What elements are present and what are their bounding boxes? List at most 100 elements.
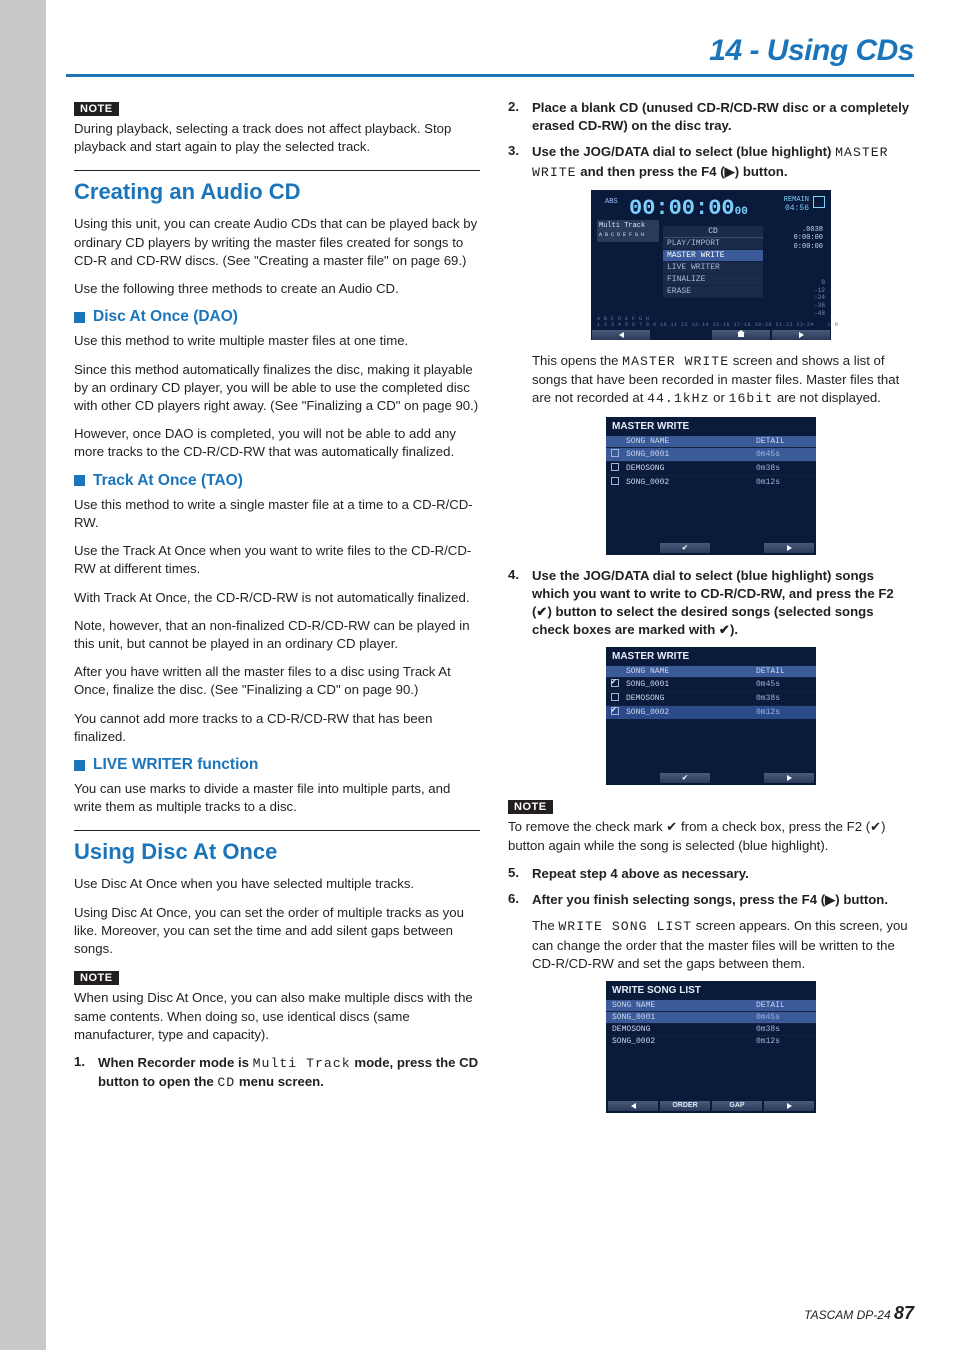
list-row: DEMOSONG 0m38s xyxy=(606,691,816,705)
step-3: 3. Use the JOG/DATA dial to select (blue… xyxy=(508,143,914,181)
header: 14 - Using CDs xyxy=(46,0,954,74)
triangle-left-icon xyxy=(619,332,624,338)
row-detail: 0m38s xyxy=(756,694,816,703)
h2-creating-audio-cd: Creating an Audio CD xyxy=(74,179,480,205)
checkbox-icon xyxy=(611,449,619,457)
step-text: When Recorder mode is Multi Track mode, … xyxy=(98,1054,480,1092)
body-paragraph: Using this unit, you can create Audio CD… xyxy=(74,215,480,270)
chapter-title: 14 - Using CDs xyxy=(709,34,914,68)
list-row-selected: SONG_0001 0m45s xyxy=(606,1011,816,1023)
step-number: 4. xyxy=(508,567,524,640)
sidebar-stripe xyxy=(0,0,46,1350)
step-number: 6. xyxy=(508,891,524,909)
row-detail: 0m45s xyxy=(756,450,816,459)
note-text: To remove the check mark ✔ from a check … xyxy=(508,818,914,854)
lcd-menu-item: FINALIZE xyxy=(663,274,763,286)
body-paragraph: However, once DAO is completed, you will… xyxy=(74,425,480,461)
checkbox-checked-icon xyxy=(611,679,619,687)
step-number: 3. xyxy=(508,143,524,181)
f2-check-button: ✔ xyxy=(660,543,710,553)
list-button-bar: ORDER GAP xyxy=(606,1101,816,1113)
body-paragraph: Use the following three methods to creat… xyxy=(74,280,480,298)
col-song-name: SONG NAME xyxy=(606,1001,756,1010)
row-name: SONG_0002 xyxy=(624,478,756,487)
row-name: DEMOSONG xyxy=(606,1025,756,1034)
lcd-f1-button xyxy=(592,330,650,340)
master-write-screenshot-1: MASTER WRITE SONG NAME DETAIL SONG_0001 … xyxy=(606,417,816,555)
body-paragraph: Note, however, that an non-finalized CD-… xyxy=(74,617,480,653)
lcd-menu-item: ERASE xyxy=(663,286,763,298)
body-paragraph: Since this method automatically finalize… xyxy=(74,361,480,416)
step-4: 4. Use the JOG/DATA dial to select (blue… xyxy=(508,567,914,640)
triangle-right-icon xyxy=(787,545,792,551)
lcd-menu-item-selected: MASTER WRITE xyxy=(663,250,763,262)
section-divider xyxy=(74,830,480,831)
note-label: NOTE xyxy=(74,102,119,116)
list-title: MASTER WRITE xyxy=(606,647,816,666)
row-name: DEMOSONG xyxy=(624,464,756,473)
lcd-menu-item: LIVE WRITER xyxy=(663,262,763,274)
f1-back-button xyxy=(608,1101,658,1111)
col-detail: DETAIL xyxy=(756,1001,816,1010)
triangle-left-icon xyxy=(631,1103,636,1109)
list-row: SONG_0002 0m12s xyxy=(606,475,816,489)
row-name: SONG_0002 xyxy=(624,708,756,717)
section-divider xyxy=(74,170,480,171)
col-song-name: SONG NAME xyxy=(624,437,756,446)
lcd-f3-button xyxy=(712,330,770,340)
lcd-f2-button xyxy=(652,330,710,340)
list-row: DEMOSONG 0m38s xyxy=(606,461,816,475)
lcd-f4-button xyxy=(772,330,830,340)
row-name: SONG_0001 xyxy=(606,1013,756,1022)
step-1: 1. When Recorder mode is Multi Track mod… xyxy=(74,1054,480,1092)
f4-next-button xyxy=(764,543,814,553)
lcd-remain-value: 04:56 xyxy=(785,204,809,213)
step-text: Use the JOG/DATA dial to select (blue hi… xyxy=(532,567,914,640)
body-paragraph: You can use marks to divide a master fil… xyxy=(74,780,480,816)
step-continuation: This opens the MASTER WRITE screen and s… xyxy=(532,352,914,409)
footer-brand: TASCAM DP-24 xyxy=(804,1308,890,1322)
row-detail: 0m12s xyxy=(756,478,816,487)
list-header: SONG NAME DETAIL xyxy=(606,436,816,447)
step-number: 1. xyxy=(74,1054,90,1092)
lcd-mode-box: Multi Track A B C D E F G H xyxy=(597,220,659,242)
list-row: DEMOSONG 0m38s xyxy=(606,1023,816,1035)
col-detail: DETAIL xyxy=(756,667,816,676)
row-detail: 0m12s xyxy=(756,708,816,717)
row-detail: 0m38s xyxy=(756,1025,816,1034)
body-paragraph: Use the Track At Once when you want to w… xyxy=(74,542,480,578)
write-song-list-screenshot: WRITE SONG LIST SONG NAME DETAIL SONG_00… xyxy=(606,981,816,1113)
checkbox-checked-icon xyxy=(611,707,619,715)
lcd-disc-icon xyxy=(813,196,825,208)
lcd-meter-scale: 0 -12 -24 -36 -48 xyxy=(814,279,825,318)
note-label: NOTE xyxy=(74,971,119,985)
lcd-menu-title: CD xyxy=(663,226,763,238)
body-paragraph: Use this method to write a single master… xyxy=(74,496,480,532)
h3-tao: Track At Once (TAO) xyxy=(74,472,480,490)
step-6: 6. After you finish selecting songs, pre… xyxy=(508,891,914,909)
row-name: SONG_0002 xyxy=(606,1037,756,1046)
row-name: SONG_0001 xyxy=(624,680,756,689)
f4-next-button xyxy=(764,1101,814,1111)
list-row: SONG_0001 0m45s xyxy=(606,447,816,461)
master-write-screenshot-2: MASTER WRITE SONG NAME DETAIL SONG_0001 … xyxy=(606,647,816,785)
list-row: SONG_0001 0m45s xyxy=(606,677,816,691)
f2-check-button: ✔ xyxy=(660,773,710,783)
f4-next-button xyxy=(764,773,814,783)
home-icon xyxy=(738,333,744,337)
checkbox-icon xyxy=(611,477,619,485)
h3-tao-label: Track At Once (TAO) xyxy=(93,472,243,490)
note-label: NOTE xyxy=(508,800,553,814)
square-bullet-icon xyxy=(74,475,85,486)
check-icon: ✔ xyxy=(682,543,687,553)
row-name: DEMOSONG xyxy=(624,694,756,703)
note-text: When using Disc At Once, you can also ma… xyxy=(74,989,480,1044)
checkbox-icon xyxy=(611,463,619,471)
step-text: Use the JOG/DATA dial to select (blue hi… xyxy=(532,143,914,181)
square-bullet-icon xyxy=(74,312,85,323)
step-5: 5. Repeat step 4 above as necessary. xyxy=(508,865,914,883)
body-paragraph: You cannot add more tracks to a CD-R/CD-… xyxy=(74,710,480,746)
lcd-remain-label: REMAIN xyxy=(784,196,809,204)
list-header: SONG NAME DETAIL xyxy=(606,1000,816,1011)
lcd-menu-item: PLAY/IMPORT xyxy=(663,238,763,250)
